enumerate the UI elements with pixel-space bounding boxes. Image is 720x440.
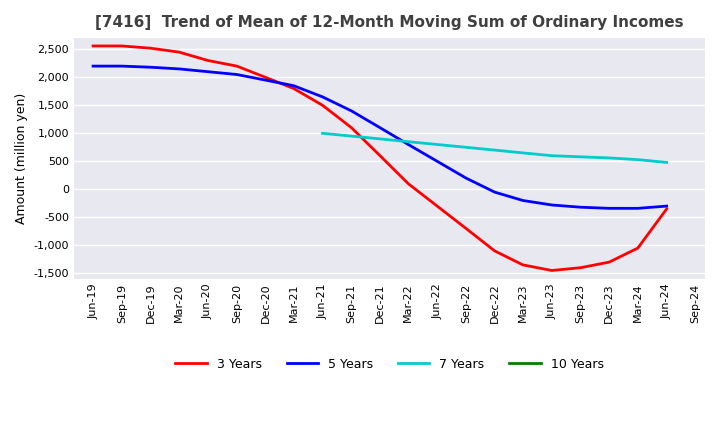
Line: 5 Years: 5 Years bbox=[93, 66, 667, 208]
Y-axis label: Amount (million yen): Amount (million yen) bbox=[15, 93, 28, 224]
Line: 3 Years: 3 Years bbox=[93, 46, 667, 271]
Line: 7 Years: 7 Years bbox=[323, 133, 667, 162]
Legend: 3 Years, 5 Years, 7 Years, 10 Years: 3 Years, 5 Years, 7 Years, 10 Years bbox=[171, 352, 608, 376]
Title: [7416]  Trend of Mean of 12-Month Moving Sum of Ordinary Incomes: [7416] Trend of Mean of 12-Month Moving … bbox=[95, 15, 684, 30]
